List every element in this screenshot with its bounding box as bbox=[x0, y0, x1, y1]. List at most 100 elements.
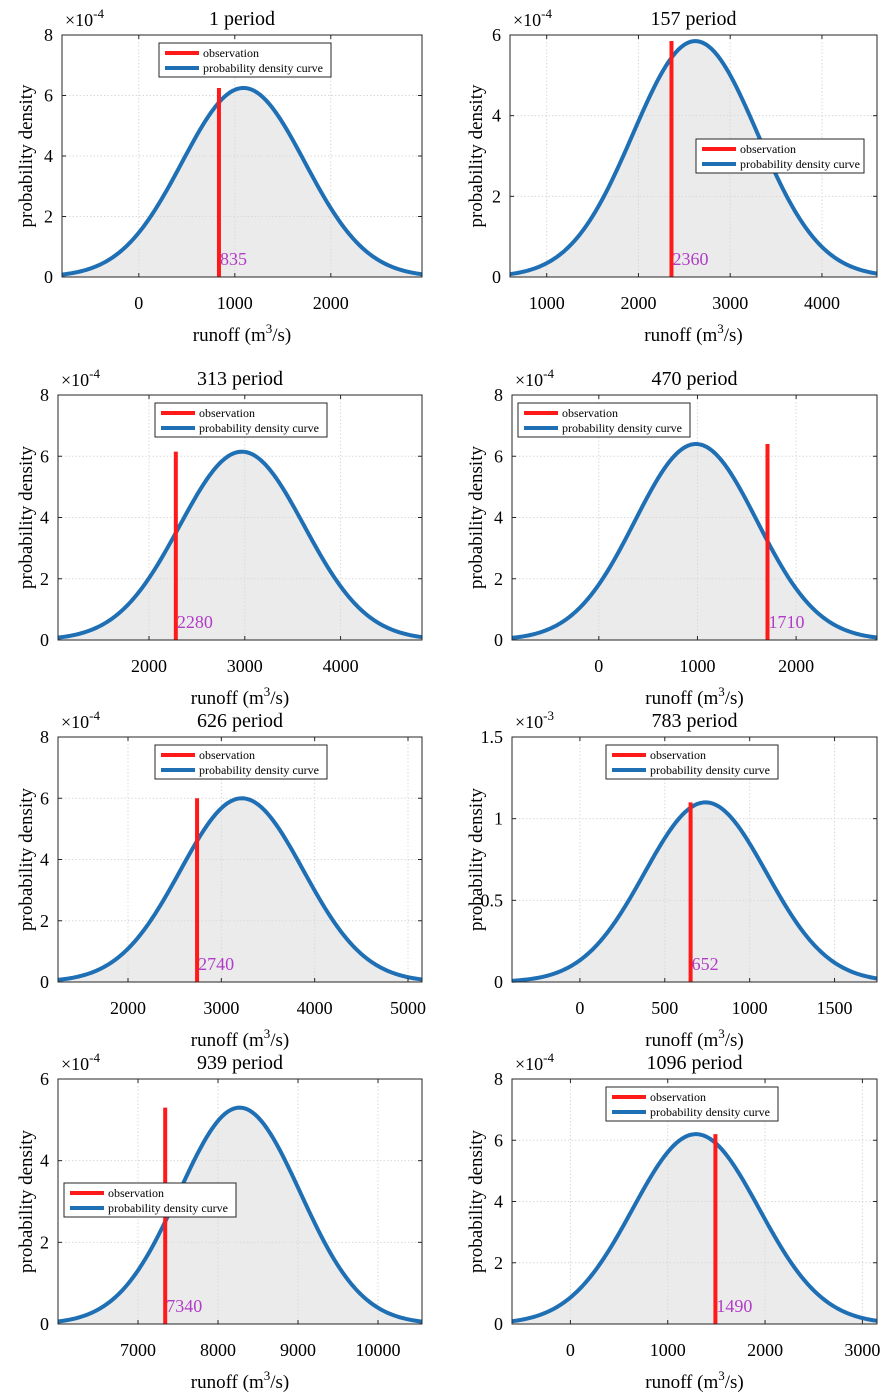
density-area-fill bbox=[512, 802, 877, 982]
chart-panel-4: 1710 0 1000 2000 0 2 4 6 8 ×10-4 470 period runoff … bbox=[466, 366, 878, 709]
y-tick-label: 0 bbox=[44, 267, 53, 287]
chart-panel-7: 7340 7000 8000 9000 10000 0 2 4 6 ×10-4 939 period… bbox=[16, 1050, 423, 1393]
y-tick-label: 4 bbox=[40, 850, 49, 870]
x-tick-label: 2000 bbox=[110, 998, 146, 1018]
axis-exponent-power: -4 bbox=[89, 1050, 100, 1065]
density-area-fill bbox=[512, 444, 877, 640]
y-tick-label: 4 bbox=[492, 106, 501, 126]
legend-box bbox=[517, 402, 691, 438]
axis-exponent-power: -4 bbox=[93, 6, 104, 21]
y-tick-label: 2 bbox=[40, 1232, 49, 1252]
density-curve bbox=[57, 796, 423, 982]
density-area-fill bbox=[512, 1134, 877, 1324]
x-tick-label: 1000 bbox=[732, 998, 768, 1018]
panel-title: 939 period bbox=[197, 1052, 283, 1074]
chart-panel-2: 2360 1000 2000 3000 4000 0 2 4 6 ×10-4 157 period r… bbox=[466, 6, 878, 346]
axes-box bbox=[57, 1078, 423, 1325]
x-tick-label: 4000 bbox=[297, 998, 333, 1018]
axis-exponent-power: -4 bbox=[543, 1050, 554, 1065]
x-axis-label: runoff (m3/s) bbox=[645, 1026, 744, 1051]
legend-observation-label: observation bbox=[650, 748, 706, 762]
legend-box bbox=[154, 402, 328, 438]
x-tick-label: 3000 bbox=[227, 656, 263, 676]
density-curve bbox=[57, 1105, 423, 1324]
legend-box bbox=[158, 42, 332, 78]
density-curve bbox=[511, 442, 878, 640]
y-tick-label: 0 bbox=[494, 630, 503, 650]
density-curve bbox=[61, 85, 423, 277]
density-area-fill bbox=[58, 1107, 422, 1324]
y-tick-label: 4 bbox=[40, 1151, 49, 1171]
observation-value-label: 7340 bbox=[166, 1296, 202, 1316]
y-tick-label: 6 bbox=[44, 86, 53, 106]
y-tick-label: 8 bbox=[40, 385, 49, 405]
y-tick-label: 6 bbox=[494, 446, 503, 466]
y-tick-label: 6 bbox=[40, 446, 49, 466]
chart-panel-8: 1490 0 1000 2000 3000 0 2 4 6 8 ×10-4 1096 period ru… bbox=[466, 1050, 880, 1393]
x-axis-label-unit: /s) bbox=[724, 325, 743, 346]
axes-box bbox=[509, 34, 878, 278]
x-axis-label-unit: /s) bbox=[725, 1372, 744, 1393]
legend-curve-label: probability density curve bbox=[650, 1105, 770, 1119]
legend-box bbox=[63, 1182, 237, 1218]
y-tick-label: 6 bbox=[494, 1130, 503, 1150]
x-axis-label-unit: /s) bbox=[270, 1030, 289, 1051]
y-axis-label: probability density bbox=[16, 1129, 37, 1273]
legend-observation-label: observation bbox=[650, 1090, 706, 1104]
axis-exponent-power: -4 bbox=[89, 366, 100, 381]
axis-exponent-label: ×10-3 bbox=[515, 708, 554, 732]
x-tick-label: 3000 bbox=[712, 293, 748, 313]
x-axis-label-superscript: 3 bbox=[266, 321, 273, 336]
axis-exponent-power: -4 bbox=[89, 708, 100, 723]
y-tick-label: 2 bbox=[40, 911, 49, 931]
x-axis-label: runoff (m3/s) bbox=[191, 684, 290, 709]
x-tick-label: 4000 bbox=[804, 293, 840, 313]
legend-box bbox=[695, 138, 865, 174]
axis-exponent-power: -3 bbox=[543, 708, 554, 723]
y-axis-label: probability density bbox=[16, 84, 37, 228]
legend-observation-label: observation bbox=[108, 1186, 164, 1200]
axis-exponent-power: -4 bbox=[541, 6, 552, 21]
y-tick-label: 0.5 bbox=[481, 890, 504, 910]
x-tick-label: 2000 bbox=[131, 656, 167, 676]
x-axis-label-unit: /s) bbox=[725, 1030, 744, 1051]
y-tick-label: 2 bbox=[494, 1253, 503, 1273]
y-tick-label: 1.5 bbox=[481, 727, 504, 747]
density-curve bbox=[57, 449, 423, 640]
x-axis-label: runoff (m3/s) bbox=[193, 321, 292, 346]
x-tick-label: 0 bbox=[594, 656, 603, 676]
x-tick-label: 1500 bbox=[817, 998, 853, 1018]
x-axis-label: runoff (m3/s) bbox=[644, 321, 743, 346]
x-tick-label: 2000 bbox=[313, 293, 349, 313]
y-tick-label: 8 bbox=[494, 1069, 503, 1089]
x-axis-label-superscript: 3 bbox=[718, 1368, 725, 1383]
x-axis-label-unit: /s) bbox=[270, 688, 289, 709]
y-tick-label: 8 bbox=[44, 25, 53, 45]
y-axis-label: probability density bbox=[466, 84, 487, 228]
x-tick-label: 2000 bbox=[778, 656, 814, 676]
chart-panel-1: 835 0 1000 2000 0 2 4 6 8 ×10-4 1 period runoff (m3… bbox=[16, 6, 423, 346]
x-axis-label-superscript: 3 bbox=[264, 1368, 271, 1383]
y-tick-label: 8 bbox=[40, 727, 49, 747]
y-tick-label: 0 bbox=[494, 1314, 503, 1334]
legend-curve-label: probability density curve bbox=[199, 421, 319, 435]
chart-panel-5: 2740 2000 3000 4000 5000 0 2 4 6 8 ×10-4 626 period… bbox=[16, 708, 426, 1051]
x-tick-label: 4000 bbox=[323, 656, 359, 676]
y-axis-label: probability density bbox=[466, 445, 487, 589]
y-tick-label: 6 bbox=[40, 1069, 49, 1089]
x-tick-label: 1000 bbox=[217, 293, 253, 313]
x-tick-label: 1000 bbox=[650, 1340, 686, 1360]
y-tick-label: 2 bbox=[494, 569, 503, 589]
legend-observation-label: observation bbox=[740, 142, 796, 156]
legend-observation-label: observation bbox=[562, 406, 618, 420]
x-tick-label: 3000 bbox=[203, 998, 239, 1018]
legend-curve-label: probability density curve bbox=[562, 421, 682, 435]
axis-exponent-label: ×10-4 bbox=[513, 6, 552, 30]
axis-exponent-label: ×10-4 bbox=[61, 708, 100, 732]
observation-value-label: 652 bbox=[692, 954, 719, 974]
